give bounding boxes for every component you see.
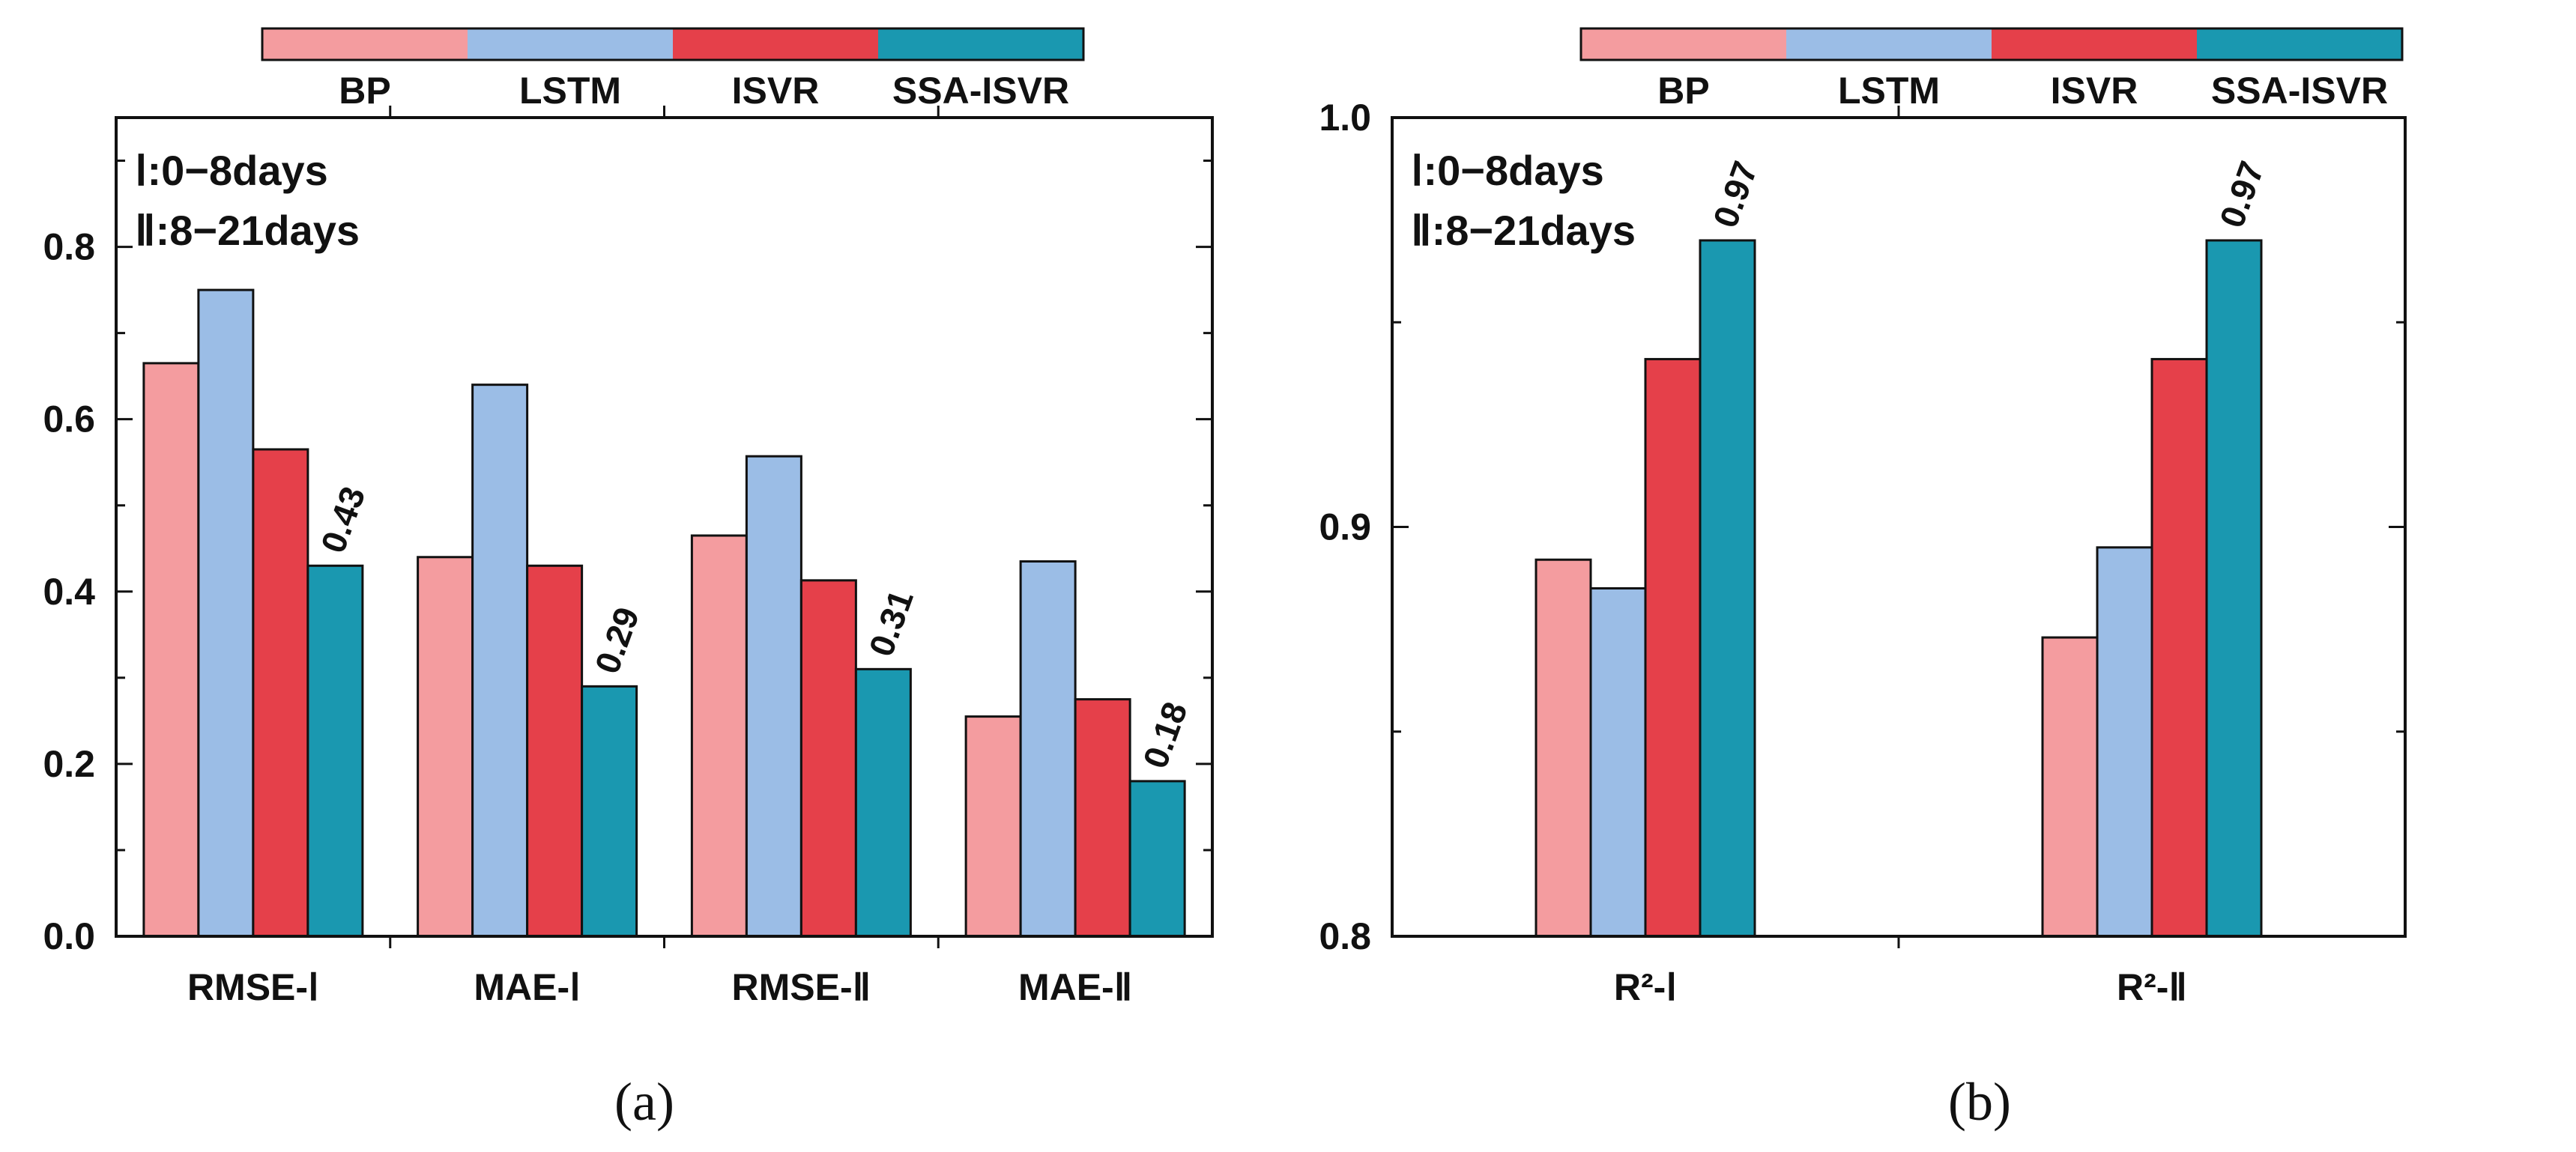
panel-caption: (a) [614, 1072, 674, 1132]
legend: BP LSTM ISVR SSA-ISVR [1579, 27, 2404, 112]
y-tick-label: 0.0 [43, 915, 95, 957]
legend-swatch-1 [468, 28, 673, 60]
x-tick-label: MAE-Ⅰ [474, 966, 581, 1008]
bar-lstm-1 [471, 384, 529, 938]
panel-a-chart: BP LSTM ISVR SSA-ISVR 0.43 RMSE-Ⅰ 0.29 MAE-Ⅰ 0.3… [43, 27, 1214, 1132]
legend-label: SSA-ISVR [2211, 70, 2388, 112]
y-tick-label: 0.8 [1319, 915, 1371, 957]
bar-bp-1 [2041, 636, 2099, 938]
annotation-line: Ⅱ:8−21days [1411, 207, 1636, 254]
panel-b-chart: BP LSTM ISVR SSA-ISVR 0.97 R²-Ⅰ 0.97 R²-Ⅱ 0.8 0.9… [1319, 27, 2407, 1132]
bar-ssa-isvr-3 [1128, 780, 1186, 938]
bar-bp-2 [690, 534, 748, 938]
y-tick-label: 1.0 [1319, 97, 1371, 139]
annotation-line: Ⅰ:0−8days [1411, 147, 1604, 194]
bar-lstm-3 [1019, 560, 1077, 938]
bar-isvr-2 [799, 579, 857, 938]
bar-ssa-isvr-1 [2205, 239, 2263, 938]
x-tick-label: MAE-Ⅱ [1018, 966, 1132, 1008]
legend: BP LSTM ISVR SSA-ISVR [261, 27, 1085, 112]
legend-label: BP [339, 70, 390, 112]
data-label: 0.97 [2212, 156, 2271, 232]
legend-frame [1579, 27, 2404, 61]
legend-swatch-0 [262, 28, 468, 60]
bar-isvr-1 [526, 564, 584, 938]
bar-lstm-0 [197, 288, 255, 938]
bar-lstm-1 [2096, 546, 2153, 938]
bar-bp-3 [964, 715, 1022, 938]
data-label: 0.29 [587, 602, 647, 679]
annotation-line: Ⅱ:8−21days [135, 207, 360, 254]
bar-bp-1 [417, 556, 474, 938]
legend-swatch-3 [878, 28, 1083, 60]
data-label: 0.31 [861, 585, 920, 661]
bar-isvr-0 [1644, 357, 1702, 938]
data-label: 0.97 [1705, 156, 1765, 232]
bar-lstm-2 [745, 455, 802, 938]
legend-swatch-2 [1992, 28, 2197, 60]
bar-bp-0 [1535, 558, 1592, 938]
legend-label: ISVR [2051, 70, 2138, 112]
legend-swatch-3 [2197, 28, 2402, 60]
annotation-line: Ⅰ:0−8days [135, 147, 328, 194]
plot-frame [115, 116, 1214, 938]
bar-isvr-3 [1074, 698, 1131, 938]
legend-swatch-0 [1581, 28, 1786, 60]
y-tick-label: 0.9 [1319, 506, 1371, 548]
x-tick-label: RMSE-Ⅰ [187, 966, 319, 1008]
y-tick-label: 0.2 [43, 743, 95, 785]
bar-ssa-isvr-1 [581, 685, 638, 938]
x-tick-label: R²-Ⅰ [1614, 966, 1677, 1008]
legend-label: LSTM [1838, 70, 1940, 112]
legend-frame [261, 27, 1085, 61]
legend-swatch-2 [673, 28, 878, 60]
y-tick-label: 0.8 [43, 226, 95, 268]
data-label: 0.43 [313, 482, 372, 558]
bar-bp-0 [142, 362, 200, 938]
bar-ssa-isvr-0 [1699, 239, 1756, 938]
data-label: 0.18 [1135, 697, 1194, 773]
y-tick-label: 0.6 [43, 398, 95, 440]
bar-isvr-0 [252, 448, 309, 938]
legend-label: SSA-ISVR [892, 70, 1069, 112]
legend-label: ISVR [732, 70, 820, 112]
x-tick-label: RMSE-Ⅱ [732, 966, 871, 1008]
legend-label: BP [1657, 70, 1709, 112]
panel-caption: (b) [1948, 1072, 2011, 1132]
legend-label: LSTM [519, 70, 621, 112]
bar-ssa-isvr-2 [854, 667, 912, 938]
bar-ssa-isvr-0 [306, 564, 364, 938]
bar-isvr-1 [2150, 357, 2208, 938]
y-tick-label: 0.4 [43, 571, 95, 613]
bar-lstm-0 [1589, 586, 1647, 938]
x-tick-label: R²-Ⅱ [2117, 966, 2187, 1008]
legend-swatch-1 [1786, 28, 1992, 60]
